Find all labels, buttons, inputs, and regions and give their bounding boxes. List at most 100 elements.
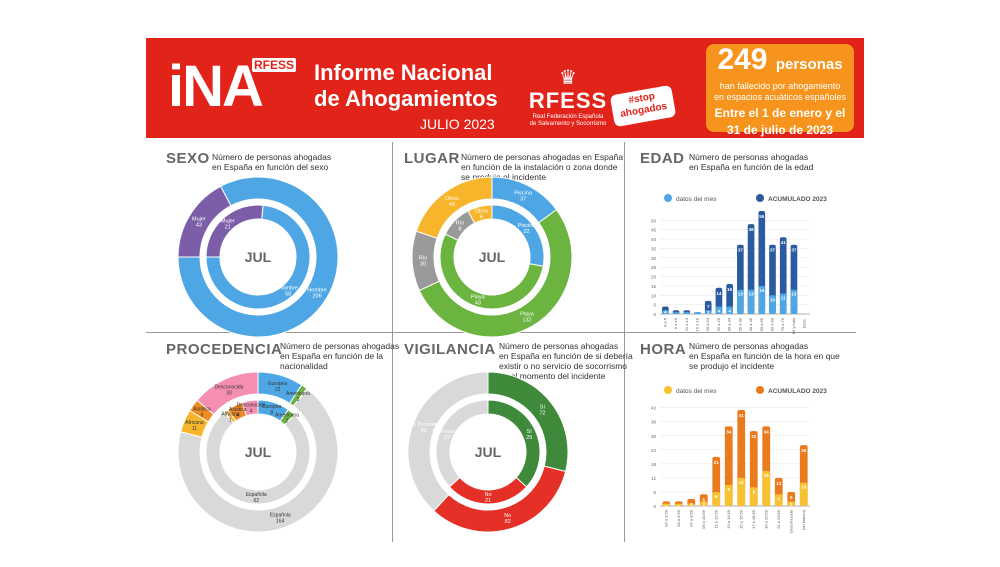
proc-outer-label-1: Americana [286, 391, 310, 397]
hora-label-month-11: 10 [801, 485, 807, 490]
hora-xtick-10: Desconocida [788, 509, 793, 533]
lugar-outer-label-2: Río [419, 255, 428, 261]
lugar-inner-value-2: 8 [458, 226, 461, 232]
edad-bar-month-0 [662, 310, 669, 314]
edad-bar-month-1 [672, 312, 680, 314]
hora-bar-month-10 [787, 501, 796, 506]
hora-xtick-8: 19 a 20:59 [763, 509, 768, 529]
hora-bar-month-5 [724, 484, 733, 506]
hora-title: HORA [640, 341, 687, 358]
hora-label-acc-10: 6 [790, 495, 793, 500]
proc-outer-slice-5 [196, 371, 259, 416]
edad-xtick-11: 70 a 79 [780, 317, 785, 331]
total-unit: personas [775, 56, 843, 73]
edad-legend-swatch-1 [756, 194, 764, 202]
vig-inner-label-2: No Procede [432, 429, 461, 435]
edad-desc: Número de personas ahogadas en España en … [689, 152, 814, 172]
edad-label-acc-8: 48 [749, 227, 755, 232]
hora-ytick-6: 36 [651, 420, 657, 425]
hora-label-acc-0: 2 [665, 504, 668, 509]
hora-label-acc-6: 41 [739, 413, 745, 418]
sexo-outer-label-1: Hombre [307, 288, 327, 294]
lugar-outer-value-3: 49 [449, 202, 455, 208]
vig-outer-label-1: No [504, 513, 511, 519]
hora-bar-acc-7 [749, 431, 758, 506]
hora-xtick-0: 00 a 3:59 [663, 509, 668, 526]
hora-label-acc-7: 32 [751, 434, 757, 439]
proc-center [222, 416, 294, 488]
vig-inner-label-1: No [484, 492, 491, 498]
lugar-inner-label-0: Piscina [518, 223, 537, 229]
vigilancia-title: VIGILANCIA [404, 341, 496, 358]
lugar-inner-slice-3 [467, 204, 493, 224]
edad-bar-month-12 [790, 289, 798, 314]
edad-xtick-2: 11 a 14 [684, 317, 689, 331]
edad-ytick-2: 10 [651, 293, 657, 298]
edad-label-month-7: 13 [738, 292, 744, 297]
edad-xtick-5: 25 a 29 [716, 317, 721, 331]
hora-xtick-4: 11 a 12:59 [713, 509, 718, 528]
sexo-inner-slice-1 [205, 204, 311, 310]
vig-outer-label-0: Sí [540, 405, 546, 411]
hora-ytick-0: 0 [653, 504, 656, 509]
hora-bar-month-6 [737, 477, 746, 506]
lugar-inner-value-0: 22 [523, 229, 529, 235]
lugar-center-label: JUL [479, 249, 506, 265]
edad-ytick-6: 30 [651, 256, 657, 261]
edad-xtick-0: 0 a 5 [662, 317, 667, 327]
edad-label-month-6: 4 [728, 309, 731, 314]
proc-inner-label-0: Europea [262, 404, 281, 410]
col-divider-2 [624, 142, 625, 542]
vig-outer-value-0: 72 [539, 411, 545, 417]
vig-center [452, 416, 524, 488]
sexo-inner-value-1: 58 [285, 291, 291, 297]
edad-xtick-10: 60 a 69 [770, 317, 775, 331]
vig-inner-value-1: 21 [485, 498, 491, 504]
header-banner: iNA RFESS Informe Nacional de Ahogamient… [146, 38, 864, 138]
col-divider-1 [392, 142, 393, 542]
hora-bar-month-8 [762, 470, 771, 506]
lugar-inner-value-1: 43 [475, 301, 481, 307]
hora-bar-month-1 [674, 503, 683, 506]
edad-ytick-3: 15 [651, 284, 657, 289]
proc-outer-value-4: 6 [201, 413, 204, 419]
lugar-inner-label-3: Otros [475, 208, 489, 214]
proc-outer-label-5: Desconocida [215, 384, 244, 390]
hora-xtick-1: 04 a 6:59 [676, 509, 681, 526]
lugar-title: LUGAR [404, 150, 460, 167]
edad-xtick-13: Desc. [802, 318, 807, 328]
vig-inner-value-2: 29 [444, 435, 450, 441]
sexo-center-label: JUL [245, 249, 272, 265]
proc-inner-label-4: Asiática [229, 407, 247, 413]
edad-label-month-12: 13 [791, 292, 797, 297]
hora-label-month-5: 9 [727, 487, 730, 492]
edad-bar-month-6 [726, 306, 733, 314]
proc-inner-value-4: 4 [236, 413, 239, 419]
lugar-outer-slice-3 [415, 176, 493, 239]
edad-label-acc-5: 14 [716, 291, 722, 296]
crown-icon: ♛ [559, 67, 577, 89]
ina-logo: iNA [168, 54, 264, 119]
hora-ytick-7: 42 [651, 406, 657, 411]
hora-label-acc-8: 34 [764, 429, 770, 434]
edad-ytick-0: 0 [653, 312, 656, 317]
hora-xtick-9: 21 a 23:59 [776, 509, 781, 529]
proc-center-label: JUL [245, 444, 272, 460]
vig-outer-label-2: No Procede [409, 422, 438, 428]
lugar-desc: Número de personas ahogadas en España en … [461, 152, 624, 182]
hora-label-month-8: 15 [764, 473, 770, 478]
edad-label-month-9: 15 [759, 288, 765, 293]
lugar-inner-value-3: 6 [480, 214, 483, 220]
edad-label-month-5: 4 [718, 309, 721, 314]
vig-outer-value-2: 95 [421, 428, 427, 434]
proc-outer-value-0: 22 [275, 387, 281, 393]
proc-inner-label-3: Africana [221, 411, 240, 417]
edad-xtick-6: 30 a 34 [727, 317, 732, 331]
sexo-inner-label-0: Mujer [221, 219, 235, 225]
hora-bar-month-7 [749, 487, 758, 506]
lugar-outer-slice-1 [418, 208, 573, 338]
edad-legend-swatch-0 [664, 194, 672, 202]
vig-center-label: JUL [475, 444, 502, 460]
lugar-outer-value-1: 132 [522, 317, 531, 323]
